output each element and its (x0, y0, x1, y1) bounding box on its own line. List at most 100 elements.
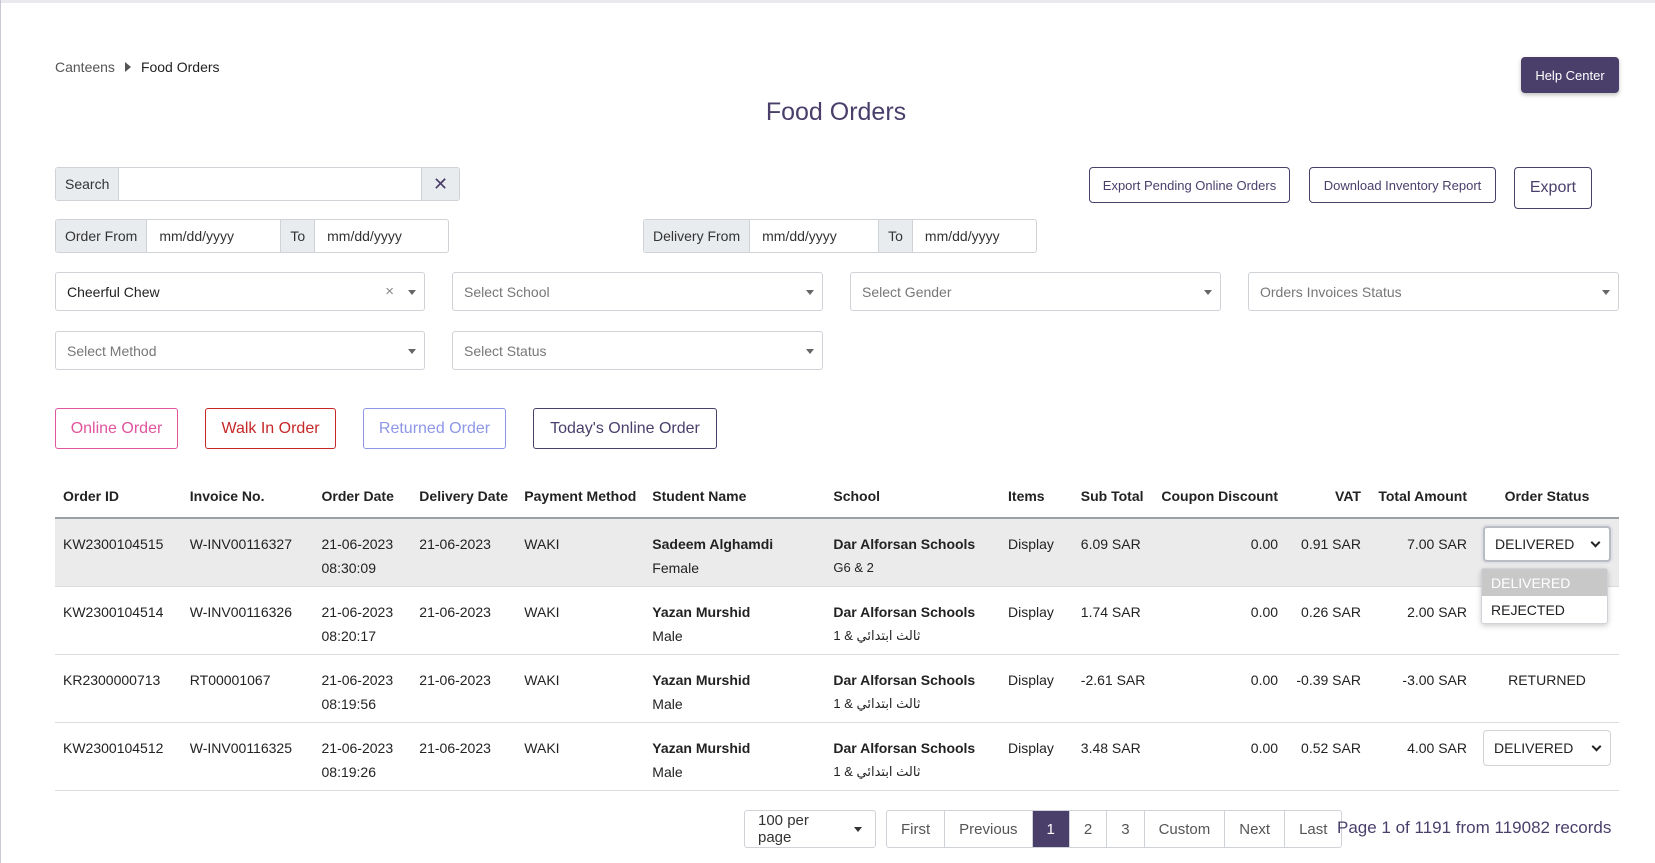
student-gender: Female (652, 560, 699, 576)
payment-cell: WAKI (516, 518, 645, 587)
order-id-cell: KR2300000713 (55, 654, 182, 723)
order-date-cell: 21-06-2023 08:20:17 (313, 586, 412, 655)
delivery-date-range: Delivery From mm/dd/yyyy To mm/dd/yyyy (643, 219, 1037, 253)
invoice-status-select-placeholder: Orders Invoices Status (1260, 283, 1402, 300)
clear-canteen-icon[interactable]: × (385, 283, 394, 300)
previous-page-button[interactable]: Previous (944, 811, 1031, 847)
items-display-link[interactable]: Display (1000, 586, 1073, 655)
total-cell: 2.00 SAR (1368, 586, 1475, 655)
school-select-placeholder: Select School (464, 283, 550, 300)
order-status-value: DELIVERED (1494, 740, 1574, 756)
col-coupon-discount: Coupon Discount (1153, 475, 1287, 519)
student-cell: Yazan Murshid Male (644, 654, 826, 723)
help-center-button[interactable]: Help Center (1521, 57, 1619, 93)
student-cell: Yazan Murshid Male (644, 722, 826, 791)
last-page-button[interactable]: Last (1284, 811, 1341, 847)
col-items: Items (1000, 475, 1073, 519)
status-select[interactable]: Select Status (452, 331, 823, 370)
school-cell: Dar Alforsan Schools G6 & 2 (825, 518, 1001, 587)
page-3-button[interactable]: 3 (1106, 811, 1143, 847)
gender-select[interactable]: Select Gender (850, 272, 1221, 311)
payment-cell: WAKI (516, 722, 645, 791)
subtotal-cell: -2.61 SAR (1072, 654, 1154, 723)
col-order-id: Order ID (55, 475, 182, 519)
student-name: Sadeem Alghamdi (652, 536, 774, 552)
caret-down-icon (806, 290, 814, 295)
returned-order-button[interactable]: Returned Order (363, 408, 506, 449)
delivery-date-cell: 21-06-2023 (411, 518, 517, 587)
clear-search-icon[interactable]: ✕ (421, 168, 459, 200)
vat-cell: 0.26 SAR (1286, 586, 1369, 655)
canteen-select[interactable]: Cheerful Chew × (55, 272, 425, 311)
download-inventory-report-button[interactable]: Download Inventory Report (1309, 167, 1496, 203)
order-id-cell: KW2300104514 (55, 586, 182, 655)
breadcrumb-current: Food Orders (140, 59, 220, 75)
delivery-date-cell: 21-06-2023 (411, 586, 517, 655)
order-from-label: Order From (56, 220, 148, 252)
coupon-cell: 0.00 (1153, 586, 1287, 655)
breadcrumb-chevron-icon (124, 62, 131, 72)
page-1-button[interactable]: 1 (1031, 811, 1069, 847)
export-pending-online-orders-button[interactable]: Export Pending Online Orders (1089, 167, 1290, 203)
breadcrumb: Canteens Food Orders (55, 59, 220, 75)
school-name: Dar Alforsan Schools (833, 740, 976, 756)
left-border (0, 0, 1, 863)
student-name: Yazan Murshid (652, 740, 751, 756)
status-option-rejected[interactable]: REJECTED (1491, 601, 1565, 618)
student-cell: Sadeem Alghamdi Female (644, 518, 826, 587)
breadcrumb-canteens-link[interactable]: Canteens (55, 59, 115, 75)
col-order-status: Order Status (1475, 475, 1619, 519)
order-status-value: DELIVERED (1495, 536, 1575, 552)
col-student-name: Student Name (644, 475, 826, 519)
next-page-button[interactable]: Next (1224, 811, 1284, 847)
caret-down-icon (408, 349, 416, 354)
student-name: Yazan Murshid (652, 604, 751, 620)
status-option-delivered[interactable]: DELIVERED (1482, 569, 1607, 596)
export-button[interactable]: Export (1514, 167, 1592, 209)
order-to-date-input[interactable]: mm/dd/yyyy (327, 228, 402, 244)
col-invoice-no: Invoice No. (181, 475, 314, 519)
total-cell: -3.00 SAR (1368, 654, 1475, 723)
invoice-status-select[interactable]: Orders Invoices Status (1248, 272, 1619, 311)
items-display-link[interactable]: Display (1000, 654, 1073, 723)
items-display-link[interactable]: Display (1000, 518, 1073, 587)
page-title: Food Orders (765, 98, 907, 126)
order-date-range: Order From mm/dd/yyyy To mm/dd/yyyy (55, 219, 449, 253)
online-order-button[interactable]: Online Order (55, 408, 178, 449)
todays-online-order-button[interactable]: Today's Online Order (533, 408, 717, 449)
order-status-dropdown[interactable]: DELIVERED (1483, 526, 1611, 562)
delivery-to-date-input[interactable]: mm/dd/yyyy (924, 228, 1000, 244)
per-page-dropdown[interactable]: 100 per page (744, 810, 876, 848)
total-cell: 4.00 SAR (1368, 722, 1475, 791)
method-select[interactable]: Select Method (55, 331, 425, 370)
school-grade: ثالث ابتدائي & 1 (833, 696, 921, 711)
order-time: 08:30:09 (321, 560, 377, 576)
page-2-button[interactable]: 2 (1068, 811, 1106, 847)
status-cell: DELIVERED (1475, 722, 1619, 791)
search-group: Search ✕ (55, 167, 460, 201)
order-date-cell: 21-06-2023 08:30:09 (313, 518, 412, 587)
col-vat: VAT (1286, 475, 1369, 519)
custom-page-button[interactable]: Custom (1143, 811, 1225, 847)
order-status-dropdown[interactable]: DELIVERED (1483, 730, 1611, 766)
col-sub-total: Sub Total (1072, 475, 1154, 519)
student-gender: Male (652, 764, 683, 780)
items-display-link[interactable]: Display (1000, 722, 1073, 791)
coupon-cell: 0.00 (1153, 654, 1287, 723)
search-input[interactable] (119, 168, 421, 200)
table-row: KR2300000713 RT00001067 21-06-2023 08:19:… (55, 654, 1619, 723)
order-from-date-input[interactable]: mm/dd/yyyy (159, 228, 235, 244)
payment-cell: WAKI (516, 586, 645, 655)
order-status-menu: DELIVERED REJECTED (1481, 568, 1608, 624)
school-select[interactable]: Select School (452, 272, 823, 311)
walk-in-order-button[interactable]: Walk In Order (205, 408, 336, 449)
caret-down-icon (806, 349, 814, 354)
invoice-cell: W-INV00116327 (181, 518, 314, 587)
delivery-from-date-input[interactable]: mm/dd/yyyy (762, 228, 837, 244)
caret-down-icon (854, 826, 862, 832)
order-date: 21-06-2023 (321, 672, 394, 688)
first-page-button[interactable]: First (901, 820, 931, 838)
canteen-select-value: Cheerful Chew (67, 283, 160, 300)
school-name: Dar Alforsan Schools (833, 536, 976, 552)
school-grade: ثالث ابتدائي & 1 (833, 628, 921, 643)
